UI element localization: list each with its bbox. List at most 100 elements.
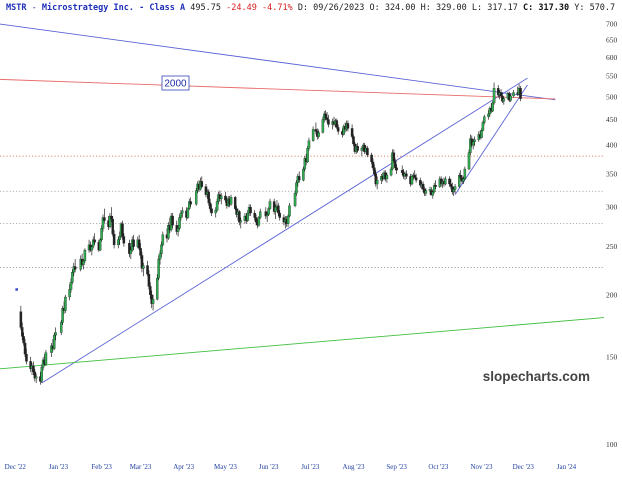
- candle-body: [519, 88, 522, 99]
- candle-body: [151, 299, 155, 304]
- candle-body: [132, 239, 135, 247]
- marker-point: [15, 288, 19, 291]
- candle-body: [160, 244, 163, 254]
- header-high: H: 329.00: [421, 3, 467, 13]
- candle-body: [53, 334, 56, 349]
- candle-body: [207, 191, 211, 204]
- candle-body: [189, 201, 192, 205]
- candle-body: [306, 148, 309, 163]
- candle-body: [142, 265, 145, 269]
- candle-body: [69, 282, 73, 290]
- candle-body: [297, 176, 301, 181]
- candle-body: [392, 152, 396, 161]
- candle-body: [509, 95, 513, 101]
- candle-body: [64, 296, 67, 311]
- header-sep: -: [32, 3, 42, 13]
- candle-body: [267, 208, 270, 215]
- header-last: 495.75: [190, 3, 221, 13]
- candles: [15, 82, 522, 385]
- candle-body: [385, 174, 389, 180]
- candle-body: [360, 148, 364, 151]
- x-tick-label: Sep '23: [386, 463, 407, 471]
- x-tick-label: Feb '23: [91, 463, 112, 471]
- candle-body: [246, 212, 249, 221]
- candle-body: [44, 352, 48, 365]
- candle-body: [178, 217, 181, 229]
- candle-body: [268, 201, 272, 209]
- candle-body: [487, 113, 490, 117]
- chart-header: MSTR - Microstrategy Inc. - Class A 495.…: [6, 2, 615, 13]
- candle-body: [325, 117, 329, 120]
- candle-body: [71, 272, 74, 283]
- candle-body: [210, 208, 213, 214]
- candle-body: [149, 286, 152, 295]
- candle-body: [194, 190, 198, 205]
- y-tick-label: 150: [606, 353, 618, 362]
- candle-body: [93, 239, 96, 243]
- y-tick-label: 350: [606, 169, 618, 178]
- candle-body: [19, 311, 23, 328]
- candle-body: [54, 332, 57, 336]
- candle-body: [137, 239, 141, 249]
- header-close: C: 317.30: [523, 3, 569, 13]
- candle-body: [181, 210, 184, 214]
- candle-body: [277, 205, 280, 214]
- x-tick-label: Dec '22: [5, 463, 27, 471]
- candle-body: [302, 168, 305, 181]
- candle-body: [389, 168, 393, 176]
- candle-body: [492, 88, 496, 104]
- candle-body: [324, 113, 327, 118]
- y-tick-label: 600: [606, 53, 618, 62]
- candle-body: [502, 98, 506, 102]
- candle-body: [229, 197, 233, 205]
- watermark: slopecharts.com: [483, 369, 590, 384]
- y-tick-label: 400: [606, 141, 618, 150]
- candle-body: [98, 239, 102, 251]
- x-tick-label: Mar '23: [130, 463, 152, 471]
- candle-body: [424, 190, 428, 194]
- candle-body: [413, 174, 416, 178]
- candle-body: [90, 246, 94, 251]
- candle-body: [32, 365, 35, 373]
- candle-body: [463, 168, 467, 180]
- x-tick-label: Jan '24: [557, 463, 577, 471]
- candle-body: [146, 265, 149, 275]
- candle-body: [22, 336, 25, 344]
- candle-body: [139, 248, 142, 256]
- candle-body: [483, 116, 486, 123]
- candle-body: [111, 218, 114, 235]
- candle-body: [249, 207, 252, 214]
- candle-body: [512, 92, 515, 97]
- candle-body: [208, 202, 212, 209]
- trendlines: [0, 23, 605, 384]
- candle-body: [471, 141, 475, 146]
- candle-body: [171, 215, 174, 226]
- candle-body: [23, 342, 27, 355]
- candle-body: [395, 167, 398, 171]
- candle-body: [34, 376, 38, 379]
- candle-body: [321, 119, 325, 133]
- y-axis: 100 150 200 250 300 350 400 450 500 550 600 650 700: [606, 20, 618, 450]
- candle-body: [311, 129, 315, 141]
- candle-body: [371, 161, 375, 168]
- candle-body: [59, 322, 63, 333]
- candle-body: [335, 120, 339, 128]
- candle-body: [21, 327, 24, 337]
- candle-body: [122, 236, 126, 244]
- candle-body: [336, 127, 340, 132]
- candle-body: [265, 214, 269, 217]
- candle-body: [346, 123, 350, 129]
- candle-body: [200, 181, 204, 187]
- candle-body: [452, 189, 455, 193]
- candle-body: [100, 228, 103, 240]
- candle-body: [448, 178, 451, 185]
- candle-body: [147, 274, 151, 287]
- header-symbol: MSTR: [6, 3, 27, 13]
- candle-body: [459, 174, 462, 178]
- candle-body: [233, 197, 237, 209]
- candle-body: [366, 148, 369, 156]
- candle-body: [214, 209, 217, 214]
- y-tick-label: 650: [606, 36, 618, 45]
- candle-body: [458, 174, 461, 187]
